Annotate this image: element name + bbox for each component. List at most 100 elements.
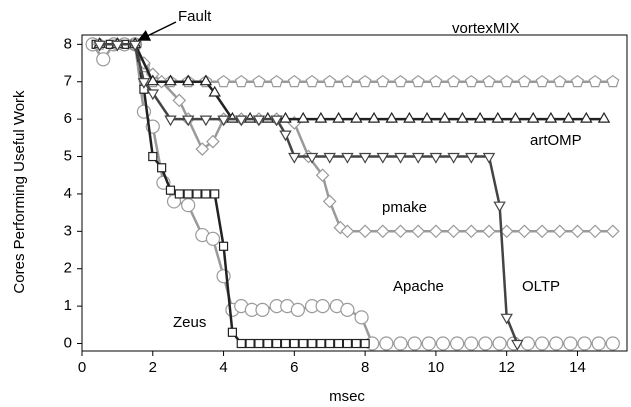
- annotation-arrow: [137, 21, 177, 41]
- data-point: [279, 130, 292, 142]
- data-point: [111, 40, 124, 52]
- data-point: [354, 310, 369, 325]
- data-point: [322, 194, 337, 209]
- data-point: [535, 74, 549, 88]
- data-point: [563, 336, 578, 351]
- data-point: [279, 111, 292, 123]
- data-point: [148, 151, 158, 162]
- data-point: [287, 74, 301, 88]
- data-point: [208, 85, 221, 97]
- data-point: [199, 74, 213, 86]
- data-point: [421, 336, 436, 351]
- data-point: [367, 111, 381, 123]
- data-point: [394, 74, 407, 88]
- data-point: [499, 224, 514, 239]
- data-point: [172, 93, 187, 108]
- data-point: [376, 152, 390, 164]
- data-point: [597, 111, 611, 123]
- data-point: [482, 74, 496, 88]
- data-point: [305, 152, 319, 164]
- data-point: [605, 224, 620, 239]
- data-point: [235, 115, 248, 127]
- data-point: [332, 111, 345, 123]
- data-point: [591, 336, 606, 351]
- data-point: [206, 134, 220, 149]
- data-point: [340, 74, 354, 88]
- data-point: [358, 74, 372, 88]
- data-point: [478, 336, 493, 351]
- data-point: [447, 152, 460, 164]
- series-line: [99, 43, 519, 344]
- data-point: [375, 224, 390, 239]
- data-point: [588, 74, 602, 88]
- data-point: [315, 299, 330, 314]
- annotation: Fault: [178, 8, 212, 25]
- data-point: [290, 302, 305, 317]
- data-point: [491, 111, 505, 123]
- data-point: [456, 111, 469, 123]
- data-point: [217, 115, 230, 127]
- data-point: [252, 115, 266, 127]
- data-point: [403, 111, 416, 123]
- data-point: [517, 224, 532, 239]
- series-line: [99, 43, 613, 83]
- data-point: [376, 74, 390, 88]
- data-point: [296, 111, 310, 123]
- data-point: [305, 74, 319, 88]
- data-point: [438, 111, 451, 123]
- y-tick-label: 1: [64, 297, 72, 314]
- data-point: [500, 313, 513, 325]
- data-point: [429, 74, 443, 88]
- data-point: [407, 336, 422, 351]
- data-point: [192, 189, 202, 199]
- data-point: [464, 336, 479, 351]
- data-point: [526, 111, 540, 123]
- data-point: [234, 74, 248, 88]
- y-tick-label: 6: [64, 110, 72, 127]
- data-point: [340, 224, 355, 239]
- y-tick-label: 5: [64, 148, 72, 165]
- data-point: [342, 338, 353, 349]
- data-point: [333, 338, 344, 349]
- data-point: [482, 152, 496, 164]
- data-point: [93, 40, 106, 52]
- data-point: [183, 189, 193, 199]
- data-point: [146, 89, 160, 101]
- data-point: [218, 241, 229, 251]
- data-point: [379, 336, 394, 351]
- data-point: [164, 115, 177, 127]
- data-point: [562, 111, 575, 123]
- x-tick-label: 2: [149, 359, 157, 376]
- data-point: [570, 224, 585, 239]
- data-point: [446, 224, 461, 239]
- data-point: [289, 338, 299, 349]
- data-point: [314, 111, 328, 123]
- data-point: [393, 224, 408, 239]
- data-point: [245, 338, 255, 349]
- y-tick-label: 7: [64, 73, 72, 90]
- data-point: [181, 115, 195, 127]
- data-point: [298, 338, 308, 349]
- data-point: [511, 339, 524, 351]
- data-point: [174, 189, 184, 199]
- data-point: [205, 231, 221, 246]
- data-point: [394, 152, 407, 164]
- data-point: [217, 74, 231, 88]
- data-point: [263, 338, 273, 349]
- data-point: [307, 338, 317, 349]
- data-point: [270, 115, 283, 127]
- data-point: [393, 336, 408, 351]
- data-point: [157, 163, 167, 173]
- data-point: [201, 189, 211, 199]
- series-label: artOMP: [530, 132, 582, 149]
- y-tick-label: 0: [64, 334, 72, 351]
- series-label: vortexMIX: [452, 20, 520, 37]
- data-point: [341, 152, 354, 164]
- data-point: [535, 224, 549, 239]
- data-point: [146, 74, 160, 86]
- data-point: [473, 111, 487, 123]
- y-tick-label: 8: [64, 35, 72, 52]
- data-point: [534, 336, 550, 351]
